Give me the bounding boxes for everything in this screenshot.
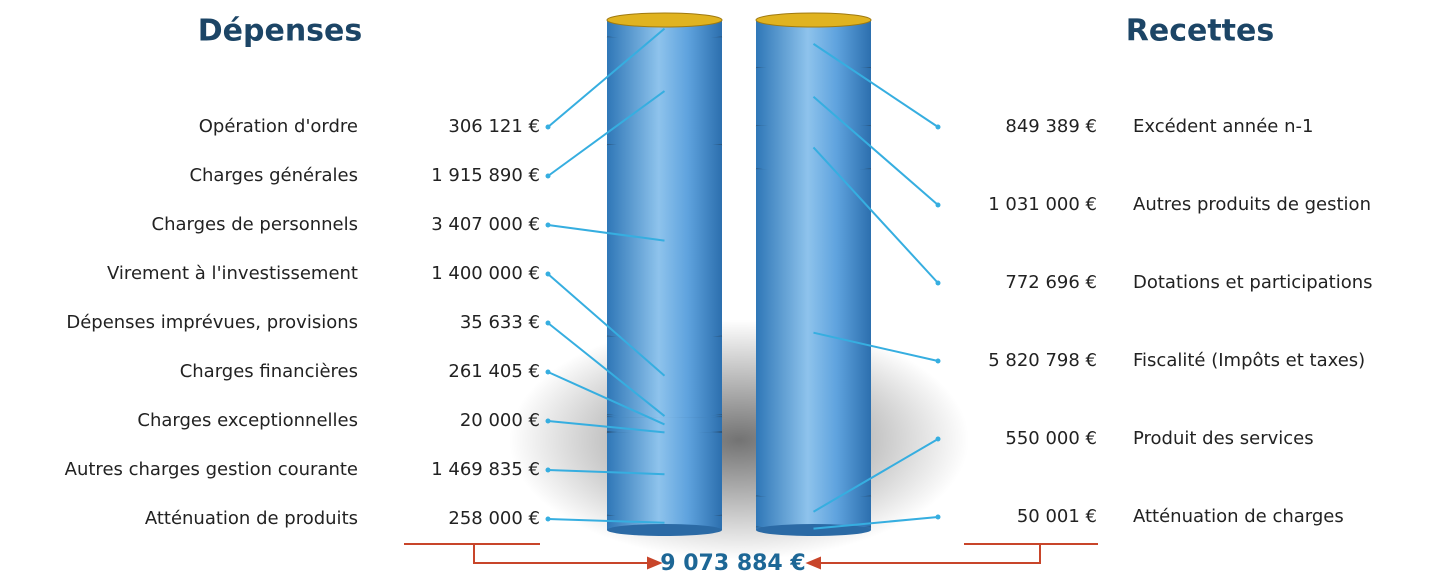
- connector-dot: [546, 468, 551, 473]
- category-label: Dépenses imprévues, provisions: [66, 312, 358, 333]
- value-label: 772 696 €: [1005, 272, 1097, 293]
- group-title: Dépenses: [198, 14, 363, 49]
- connector-dot: [546, 419, 551, 424]
- cylinder-top: [756, 13, 871, 27]
- value-label: 50 001 €: [1017, 506, 1097, 527]
- category-label: Virement à l'investissement: [107, 263, 358, 284]
- value-label: 306 121 €: [448, 116, 540, 137]
- connector-dot: [936, 125, 941, 130]
- category-label: Dotations et participations: [1133, 272, 1373, 293]
- connector-dot: [546, 370, 551, 375]
- shadow: [509, 320, 969, 560]
- group-title: Recettes: [1126, 14, 1274, 49]
- value-label: 849 389 €: [1005, 116, 1097, 137]
- category-label: Excédent année n-1: [1133, 116, 1313, 137]
- value-label: 1 400 000 €: [431, 263, 540, 284]
- connector-dot: [546, 174, 551, 179]
- category-label: Charges de personnels: [152, 214, 358, 235]
- category-label: Produit des services: [1133, 428, 1314, 449]
- value-label: 3 407 000 €: [431, 214, 540, 235]
- value-label: 35 633 €: [460, 312, 540, 333]
- connector-dot: [546, 517, 551, 522]
- category-label: Autres charges gestion courante: [65, 459, 358, 480]
- connector-dot: [936, 359, 941, 364]
- connector-dot: [936, 515, 941, 520]
- value-label: 1 031 000 €: [988, 194, 1097, 215]
- chart: Dépenses Recettes 9 073 884 € Opération …: [0, 0, 1447, 576]
- value-label: 1 469 835 €: [431, 459, 540, 480]
- segment: [607, 37, 722, 145]
- value-label: 258 000 €: [448, 508, 540, 529]
- category-label: Charges financières: [180, 361, 358, 382]
- connector-dot: [546, 272, 551, 277]
- value-label: 261 405 €: [448, 361, 540, 382]
- category-label: Opération d'ordre: [199, 116, 358, 137]
- category-label: Charges générales: [189, 165, 358, 186]
- connector-dot: [936, 437, 941, 442]
- value-label: 20 000 €: [460, 410, 540, 431]
- cylinder-bottom: [607, 524, 722, 536]
- category-label: Atténuation de charges: [1133, 506, 1344, 527]
- connector-dot: [546, 125, 551, 130]
- connector-dot: [936, 281, 941, 286]
- connector-dot: [546, 321, 551, 326]
- value-label: 1 915 890 €: [431, 165, 540, 186]
- category-label: Charges exceptionnelles: [137, 410, 358, 431]
- value-label: 550 000 €: [1005, 428, 1097, 449]
- category-label: Fiscalité (Impôts et taxes): [1133, 350, 1365, 371]
- category-label: Autres produits de gestion: [1133, 194, 1371, 215]
- connector-dot: [936, 203, 941, 208]
- value-label: 5 820 798 €: [988, 350, 1097, 371]
- total: 9 073 884 €: [660, 551, 805, 576]
- category-label: Atténuation de produits: [145, 508, 358, 529]
- connector-dot: [546, 223, 551, 228]
- cylinder-top: [607, 13, 722, 27]
